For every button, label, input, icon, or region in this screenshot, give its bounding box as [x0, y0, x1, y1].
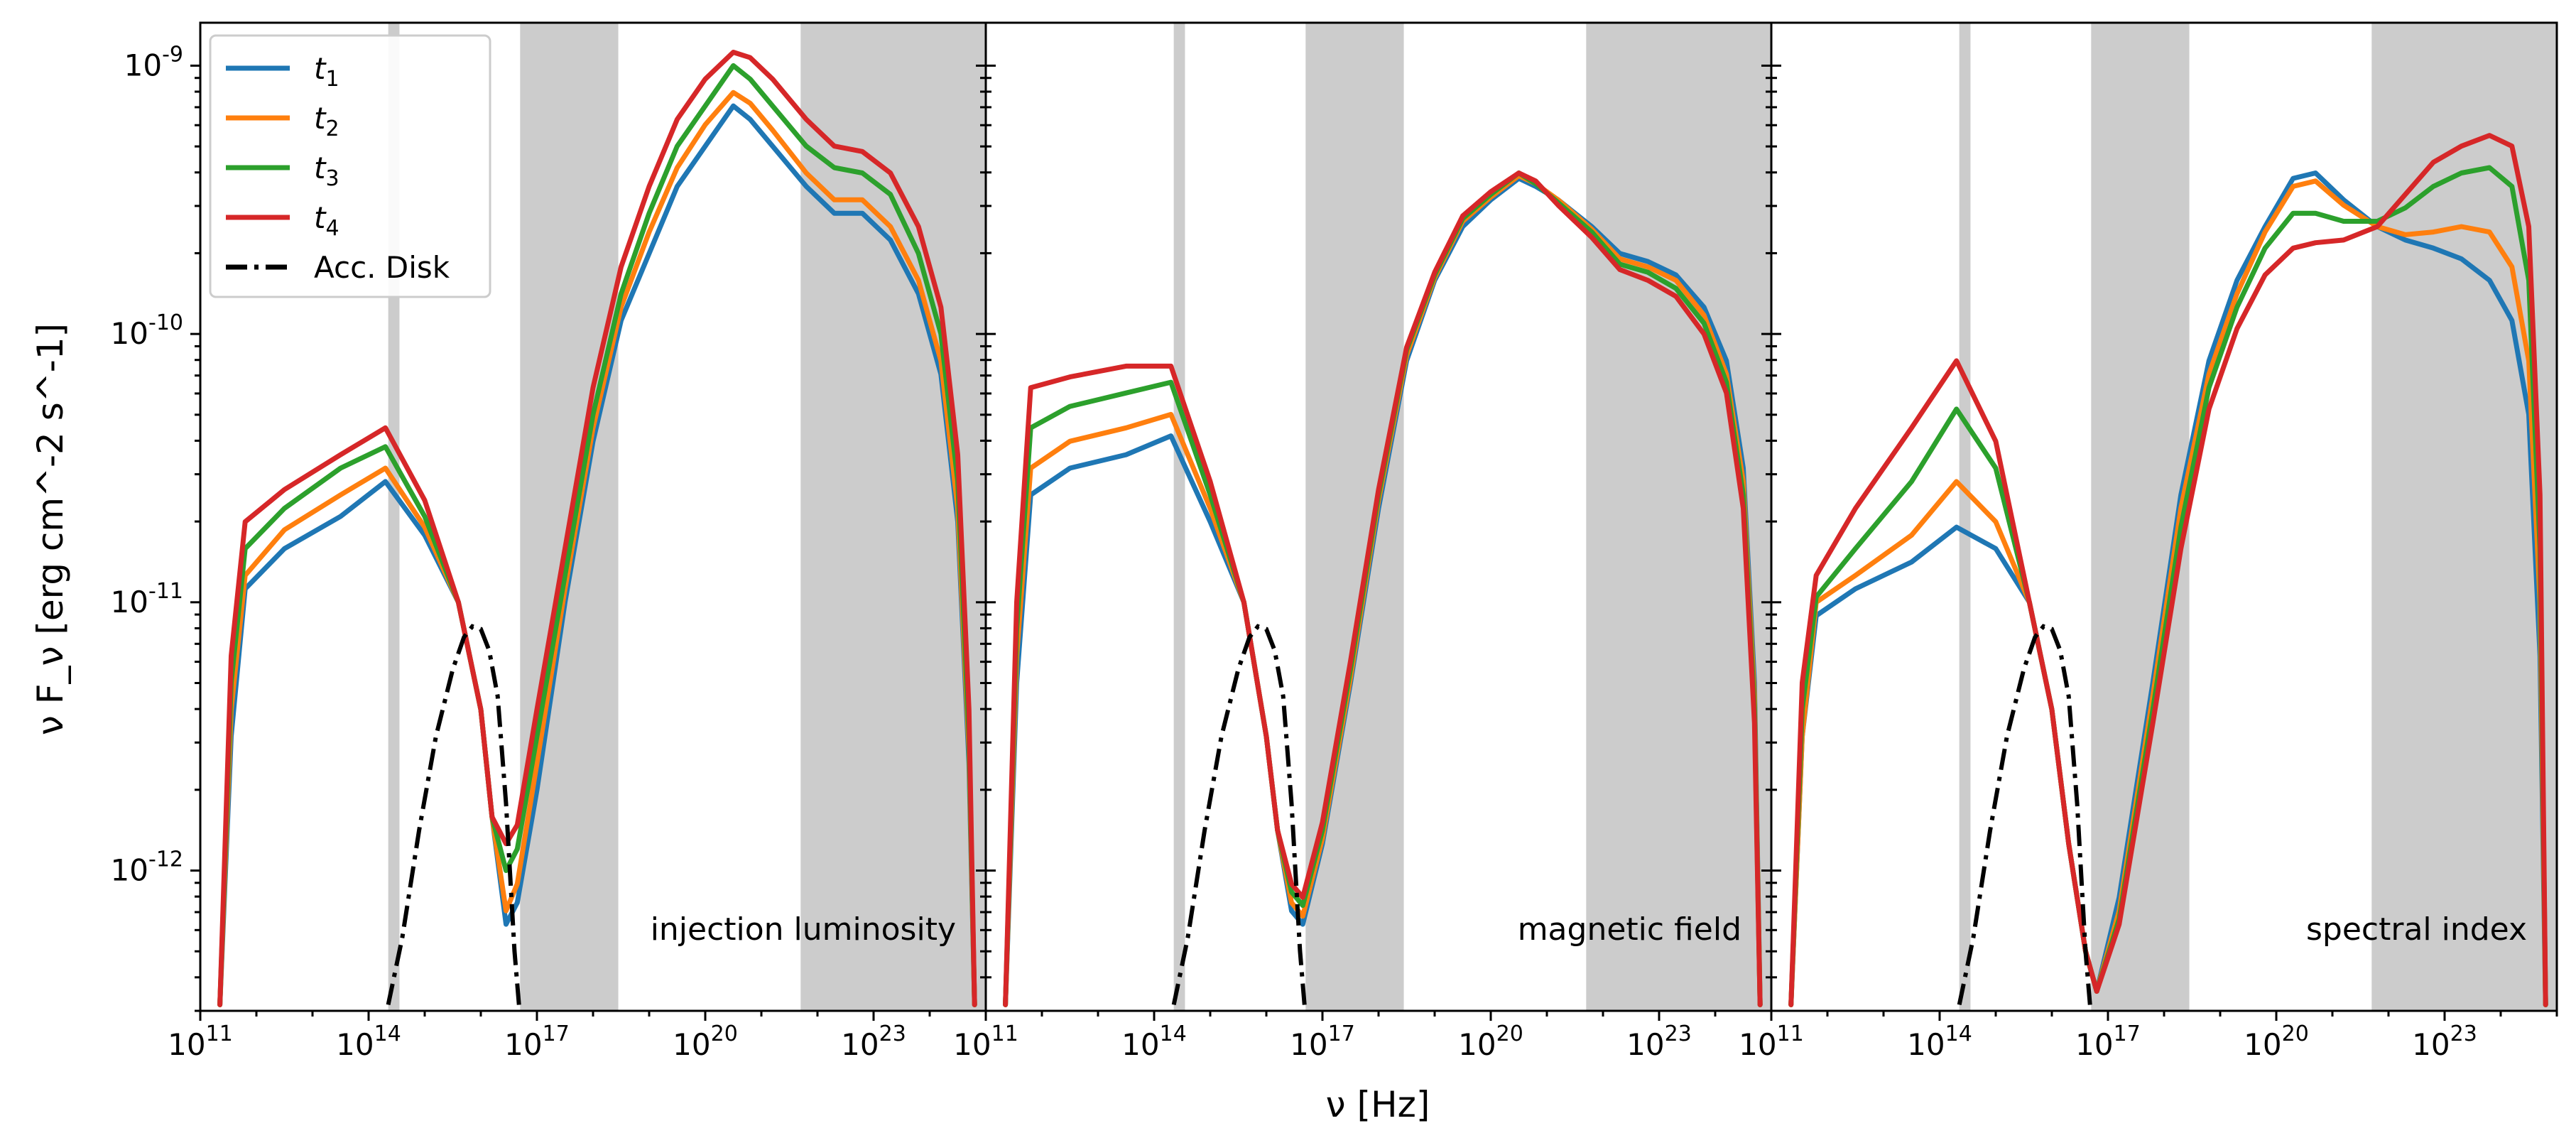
series-line-t1	[1788, 170, 2548, 1007]
panel-label: spectral index	[2306, 911, 2527, 948]
x-tick-label: 1017	[1290, 1022, 1355, 1062]
accretion-disk-line	[1171, 624, 1308, 1011]
series-line-t2	[217, 90, 977, 1007]
x-tick-label: 1020	[673, 1022, 738, 1062]
y-tick-label: 10-9	[124, 42, 183, 82]
y-tick-label: 10-11	[111, 579, 183, 619]
series-line-t2	[1788, 178, 2548, 1007]
x-tick-label: 1014	[336, 1022, 401, 1062]
legend-box	[209, 34, 491, 298]
panel-2: 1011 1014 1017 1020 1023 magnetic field	[953, 21, 1773, 1062]
legend-label: t3	[314, 151, 339, 191]
x-tick-label: 1017	[2075, 1022, 2141, 1062]
series-line-t3	[217, 63, 977, 1007]
series-line-t1	[217, 103, 977, 1007]
series-line-t3	[1788, 165, 2548, 1007]
y-tick-label: 10-10	[111, 310, 183, 351]
x-tick-label: 1014	[1907, 1022, 1972, 1062]
shaded-band	[2371, 23, 2557, 1011]
x-tick-label: 1023	[841, 1022, 906, 1062]
legend-label: t2	[314, 101, 339, 141]
x-tick-label: 1023	[1626, 1022, 1692, 1062]
x-tick-label: 1017	[504, 1022, 570, 1062]
accretion-disk-line	[1957, 624, 2093, 1011]
x-tick-label: 1011	[953, 1022, 1018, 1062]
legend-label: t1	[314, 51, 339, 92]
x-tick-label: 1011	[168, 1022, 233, 1062]
x-tick-label: 1011	[1739, 1022, 1804, 1062]
x-tick-label: 1023	[2412, 1022, 2477, 1062]
x-axis-label: ν [Hz]	[1326, 1084, 1430, 1125]
x-tick-label: 1020	[2244, 1022, 2309, 1062]
panel-1: 1011 1014 1017 1020 1023 10-12 10-11 10-10 10-9 i…	[111, 21, 987, 1062]
legend-label: Acc. Disk	[314, 250, 450, 285]
panel-label: injection luminosity	[651, 911, 956, 948]
y-axis-label: ν F_ν [erg cm^-2 s^-1]	[30, 323, 71, 735]
series-line-t4	[1003, 170, 1763, 1007]
x-tick-label: 1014	[1121, 1022, 1187, 1062]
shaded-band	[1173, 23, 1185, 1011]
panel-label: magnetic field	[1518, 911, 1741, 948]
legend: t1 t2 t3 t4 Acc. Disk	[209, 34, 491, 298]
y-tick-label: 10-12	[111, 847, 183, 888]
shaded-band	[1959, 23, 1971, 1011]
panel-3: 1011 1014 1017 1020 1023 spectral index	[1739, 21, 2558, 1062]
accretion-disk-line	[386, 624, 522, 1011]
shaded-band	[1586, 23, 1771, 1011]
legend-label: t4	[314, 200, 339, 241]
series-line-t4	[1788, 133, 2548, 1007]
shaded-band	[2091, 23, 2190, 1011]
x-tick-label: 1020	[1458, 1022, 1523, 1062]
series-line-t4	[217, 50, 977, 1007]
